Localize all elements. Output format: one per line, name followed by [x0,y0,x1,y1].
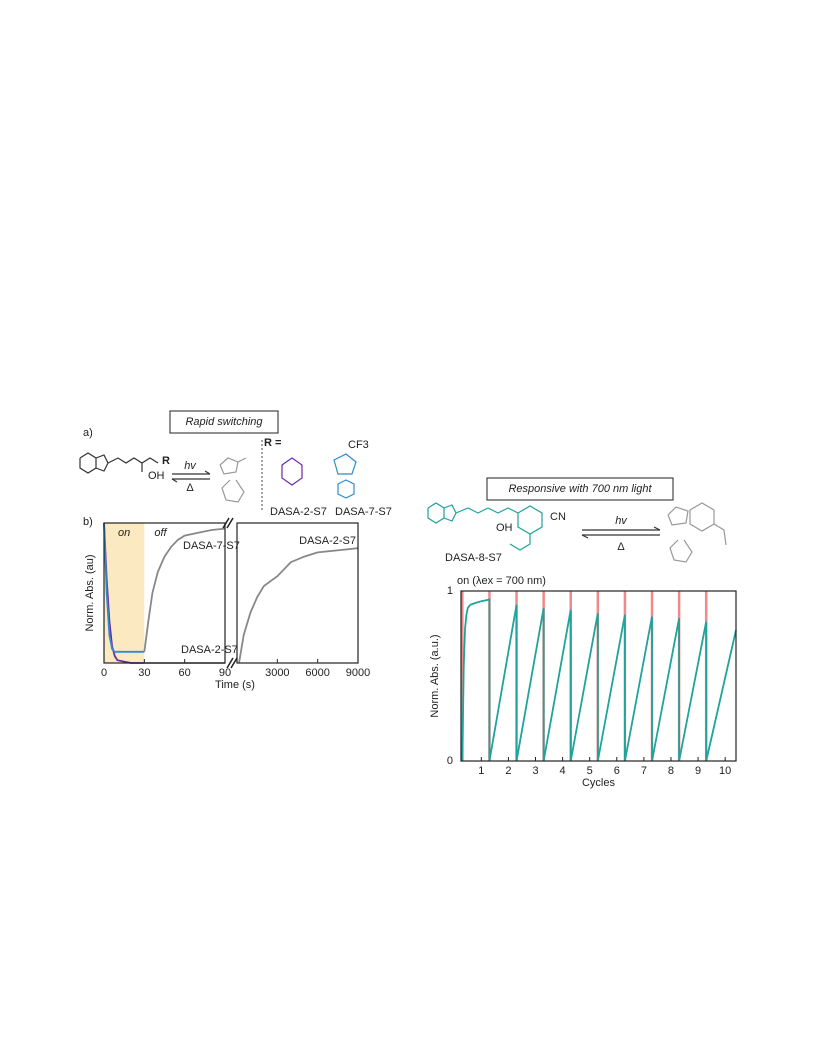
x-tick-label: 0 [101,667,107,679]
data-line [143,527,226,652]
title-box [169,410,279,434]
hv-label: hv [184,460,197,472]
y-tick-label: 1 [447,585,453,597]
product-structure [667,502,727,563]
axis-break [222,517,230,529]
x-tick-label: 4 [560,765,566,777]
light-label: on (λex = 700 nm) [457,575,546,587]
x-tick-label: 7 [641,765,647,777]
r-label: R [162,455,170,467]
compound-label: DASA-8-S7 [445,552,502,564]
series-annotation: DASA-7-S7 [183,540,240,552]
x-tick-label: 3000 [265,667,289,679]
off-label: off [154,527,167,539]
x-tick-label: 1 [478,765,484,777]
equilibrium-arrows [581,526,661,539]
x-tick-label: 8 [668,765,674,777]
x-tick-label: 9000 [346,667,370,679]
x-tick-label: 5 [587,765,593,777]
x-axis-label: Cycles [582,777,616,789]
cn-label: CN [550,511,566,523]
x-tick-label: 90 [219,667,231,679]
delta-label: Δ [617,541,625,553]
x-tick-label: 2 [505,765,511,777]
pyrazolone-ring [333,453,357,475]
equilibrium-arrows [171,470,211,483]
data-line [238,547,359,664]
y-axis-label: Norm. Abs. (au) [84,554,96,631]
x-tick-label: 30 [138,667,150,679]
panel-label: a) [83,427,93,439]
y-tick-label: 0 [447,755,453,767]
x-tick-label: 9 [695,765,701,777]
plot-frame [236,522,359,664]
axis-break [230,657,238,669]
x-axis-label: Time (s) [215,679,255,691]
data-line [103,522,145,653]
compound-label: DASA-2-S7 [270,506,327,518]
axis-break [226,517,234,529]
product-structure [219,457,247,503]
y-axis-label: Norm. Abs. (a.u.) [429,634,441,717]
plot-frame [460,590,737,762]
on-label: on [118,527,130,539]
hv-label: hv [615,515,628,527]
phenyl-ring [337,479,355,499]
series-annotation: DASA-2-S7 [299,535,356,547]
oh-label: OH [148,470,165,482]
r-equals: R = [264,437,281,449]
cf3-label: CF3 [348,439,369,451]
x-tick-label: 60 [179,667,191,679]
data-line [461,598,737,762]
x-tick-label: 6 [614,765,620,777]
oh-label: OH [496,522,513,534]
delta-label: Δ [186,482,194,494]
panel-label: b) [83,516,93,528]
x-tick-label: 3 [532,765,538,777]
axis-break [226,657,234,669]
reactant-structure [427,502,543,551]
compound-label: DASA-7-S7 [335,506,392,518]
x-tick-label: 10 [719,765,731,777]
x-tick-label: 6000 [305,667,329,679]
title-box [486,477,674,501]
series-annotation: DASA-2-S7 [181,644,238,656]
reactant-structure [79,452,159,474]
plot-frame [103,522,226,664]
panel-title: Responsive with 700 nm light [508,483,652,495]
panel-title: Rapid switching [185,416,263,428]
barbiturate-ring [281,457,303,486]
